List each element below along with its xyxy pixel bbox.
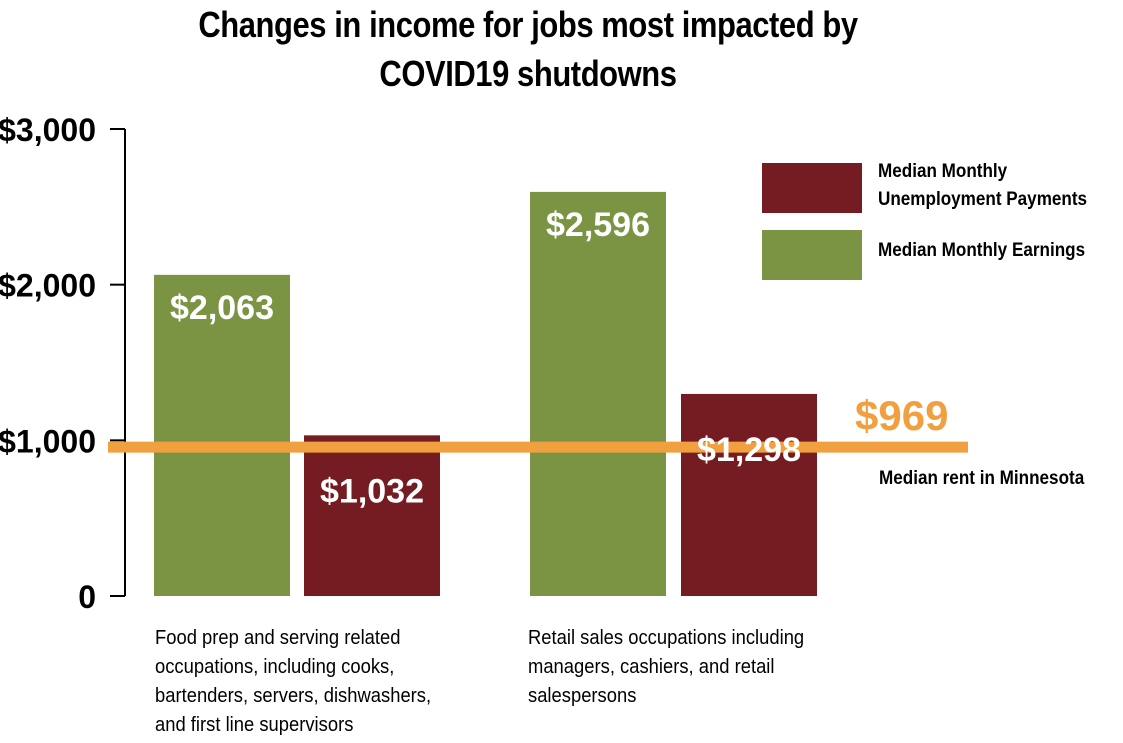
y-tick-label: $3,000 [0, 112, 96, 148]
legend-label-line: Unemployment Payments [878, 189, 1088, 210]
category-label-retail: Retail sales occupations including manage… [528, 624, 804, 711]
legend-label-line: Median Monthly [878, 161, 1008, 182]
unemployment-bar [681, 393, 817, 596]
y-tick-label: 0 [78, 579, 96, 615]
chart-title-line-2: COVID19 shutdowns [379, 53, 677, 94]
legend-label-earnings: Median Monthly Earnings [878, 237, 1085, 265]
category-label-line: bartenders, servers, dishwashers, [155, 685, 432, 707]
category-label-line: and first line supervisors [155, 714, 354, 736]
bar-value-label: $2,063 [170, 289, 274, 327]
category-label-line: Retail sales occupations including [528, 627, 805, 649]
bar-value-label: $2,596 [546, 206, 650, 244]
category-label-line: salespersons [528, 685, 637, 707]
y-tick-label: $1,000 [0, 423, 96, 459]
y-tick-label: $2,000 [0, 268, 96, 304]
reference-line-description: Median rent in Minnesota [879, 468, 1085, 489]
legend-label-unemployment: Median Monthly Unemployment Payments [878, 158, 1087, 214]
category-label-line: managers, cashiers, and retail [528, 656, 775, 678]
chart-title: Changes in income for jobs most impacted… [0, 0, 1056, 98]
unemployment-bar [304, 435, 440, 596]
earnings-bar [530, 191, 666, 596]
chart-title-line-1: Changes in income for jobs most impacted… [198, 4, 858, 45]
bar-value-label: $1,298 [697, 431, 801, 469]
legend-swatch [762, 163, 862, 213]
reference-line-value: $969 [855, 392, 948, 439]
bar-value-label: $1,032 [320, 472, 424, 510]
category-label-line: Food prep and serving related [155, 627, 401, 649]
category-label-food-prep: Food prep and serving related occupations… [155, 624, 431, 740]
earnings-bar [154, 274, 290, 596]
legend-swatch [762, 230, 862, 280]
category-label-line: occupations, including cooks, [155, 656, 395, 678]
legend-label-line: Median Monthly Earnings [878, 240, 1086, 261]
